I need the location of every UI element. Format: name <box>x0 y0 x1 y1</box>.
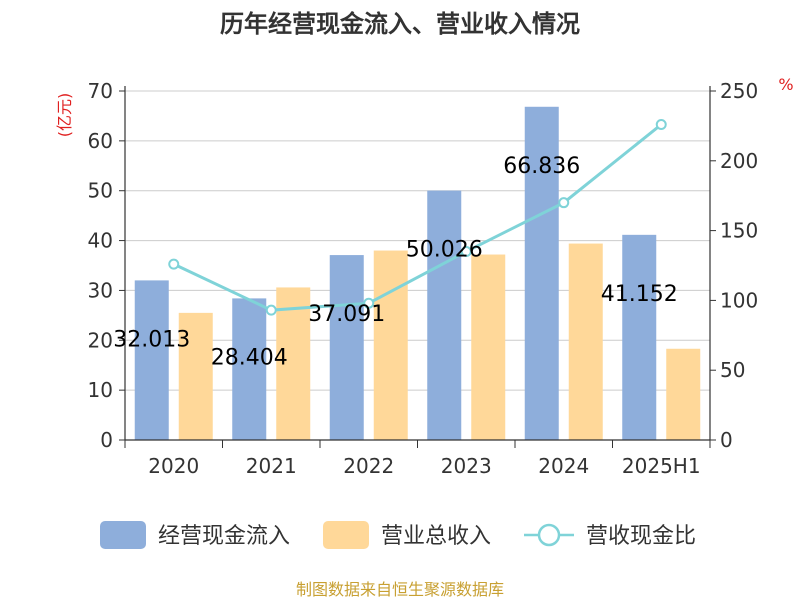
legend-label: 经营现金流入 <box>158 524 290 549</box>
data-labels: 32.013 28.404 37.091 50.026 66.836 41.152 <box>113 154 677 371</box>
axes: 0 10 20 30 40 50 60 70 0 50 100 150 200 250 2020 2021 20… <box>88 79 759 478</box>
bar-revenue <box>276 287 311 440</box>
x-tick-label: 2025H1 <box>622 454 701 478</box>
x-tick-label: 2023 <box>441 454 492 478</box>
line-series <box>168 119 667 316</box>
left-tick-label: 40 <box>88 229 113 253</box>
right-tick-label: 200 <box>720 149 758 173</box>
legend-swatch <box>323 521 369 549</box>
bar-revenue <box>373 250 408 440</box>
bar-cash-inflow <box>329 255 364 440</box>
ratio-line <box>173 123 663 312</box>
ratio-point <box>168 258 180 270</box>
legend-marker <box>537 523 561 547</box>
left-tick-label: 50 <box>88 179 113 203</box>
right-tick-label: 0 <box>720 428 733 452</box>
bars <box>134 106 701 440</box>
data-label-cash-inflow: 50.026 <box>406 238 483 263</box>
data-label-cash-inflow: 37.091 <box>308 302 385 327</box>
left-tick-label: 0 <box>100 428 113 452</box>
left-axis-unit: (亿元) <box>55 93 74 138</box>
ratio-point <box>460 246 472 258</box>
bar-revenue <box>471 254 506 440</box>
left-tick-label: 60 <box>88 129 113 153</box>
bar-cash-inflow <box>232 298 267 440</box>
bar-revenue <box>666 348 701 440</box>
bar-revenue <box>568 243 603 440</box>
right-tick-label: 250 <box>720 79 758 103</box>
ratio-point <box>265 304 277 316</box>
left-tick-label: 30 <box>88 278 113 302</box>
ratio-point <box>655 119 667 131</box>
legend-item[interactable]: 营业总收入 <box>323 521 491 549</box>
left-tick-label: 70 <box>88 79 113 103</box>
right-tick-label: 50 <box>720 358 745 382</box>
bar-cash-inflow <box>427 190 462 440</box>
data-label-cash-inflow: 28.404 <box>211 345 288 370</box>
source-note: 制图数据来自恒生聚源数据库 <box>296 580 504 599</box>
data-label-cash-inflow: 32.013 <box>113 327 190 352</box>
right-tick-label: 100 <box>720 288 758 312</box>
x-tick-label: 2024 <box>538 454 589 478</box>
left-tick-label: 10 <box>88 378 113 402</box>
legend-swatch <box>100 521 146 549</box>
bar-cash-inflow <box>134 280 169 440</box>
x-tick-label: 2021 <box>246 454 297 478</box>
legend-label: 营收现金比 <box>586 524 696 549</box>
legend[interactable]: 经营现金流入 营业总收入 营收现金比 <box>100 521 696 549</box>
left-tick-label: 20 <box>88 328 113 352</box>
ratio-point <box>558 197 570 209</box>
right-tick-label: 150 <box>720 219 758 243</box>
gridlines <box>125 90 710 391</box>
legend-label: 营业总收入 <box>381 524 491 549</box>
legend-item[interactable]: 营收现金比 <box>524 523 696 549</box>
bar-cash-inflow <box>524 106 559 440</box>
bar-cash-inflow <box>622 234 657 440</box>
ratio-point <box>363 297 375 309</box>
legend-item[interactable]: 经营现金流入 <box>100 521 290 549</box>
x-tick-label: 2020 <box>148 454 199 478</box>
x-tick-label: 2022 <box>343 454 394 478</box>
data-label-cash-inflow: 66.836 <box>503 154 580 179</box>
chart-title: 历年经营现金流入、营业收入情况 <box>220 10 580 38</box>
right-axis-unit: % <box>778 75 793 94</box>
bar-revenue <box>178 312 213 440</box>
data-label-cash-inflow: 41.152 <box>601 282 678 307</box>
